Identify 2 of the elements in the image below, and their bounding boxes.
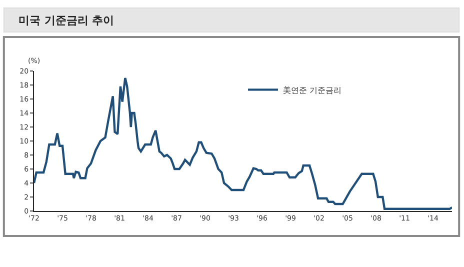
chart-title: 미국 기준금리 추이 <box>18 14 114 27</box>
legend-label: 美연준 기준금리 <box>283 86 342 95</box>
